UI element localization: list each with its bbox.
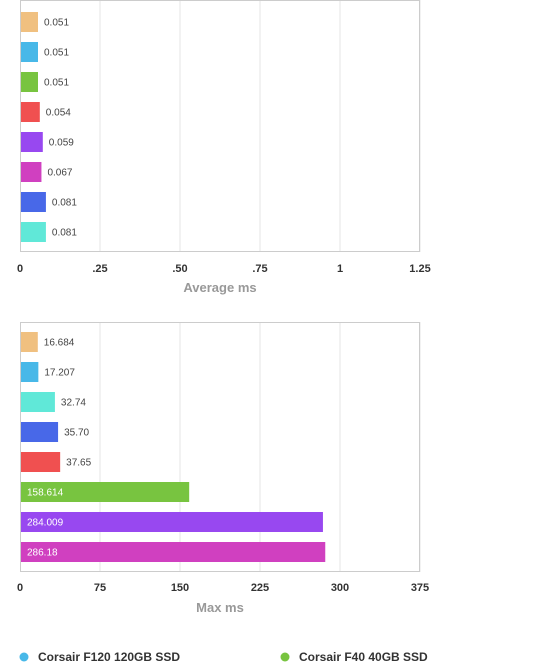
data-label: 16.684	[44, 338, 75, 349]
legend-item: Corsair F120 120GB SSD	[19, 650, 180, 663]
bar	[21, 422, 59, 442]
tick-label: 300	[331, 582, 349, 594]
data-label: 0.059	[49, 138, 74, 149]
data-label: 0.067	[47, 168, 72, 179]
x-axis-title: Average ms	[183, 280, 256, 295]
tick-label: .75	[252, 263, 267, 275]
legend-item: Corsair F40 40GB SSD	[280, 650, 428, 663]
data-label: 35.70	[64, 428, 89, 439]
tick-label: 1	[337, 263, 343, 275]
tick-label: .25	[92, 263, 107, 275]
plot-frame	[20, 0, 420, 252]
data-label: 0.051	[44, 78, 69, 89]
plot-frame	[20, 322, 420, 572]
bar	[21, 542, 326, 562]
data-label: 0.081	[52, 198, 77, 209]
bar	[21, 12, 38, 32]
x-axis-title: Max ms	[196, 600, 244, 615]
data-label: 32.74	[61, 398, 86, 409]
tick-label: 0	[17, 263, 23, 275]
legend-marker-icon	[19, 652, 29, 662]
data-label: 37.65	[66, 458, 91, 469]
data-label: 0.054	[46, 108, 71, 119]
data-label: 0.051	[44, 18, 69, 29]
bar	[21, 482, 190, 502]
bar	[21, 162, 42, 182]
bar	[21, 42, 38, 62]
tick-label: 75	[94, 582, 106, 594]
data-label: 284.009	[27, 518, 64, 529]
tick-label: 1.25	[409, 263, 430, 275]
bar	[21, 452, 61, 472]
bar	[21, 192, 46, 212]
tick-label: .50	[172, 263, 187, 275]
bar	[21, 72, 38, 92]
tick-label: 225	[251, 582, 269, 594]
legend-label: Corsair F120 120GB SSD	[38, 650, 180, 663]
bar	[21, 222, 46, 242]
tick-label: 375	[411, 582, 429, 594]
data-label: 0.051	[44, 48, 69, 59]
bar	[21, 132, 43, 152]
tick-label: 0	[17, 582, 23, 594]
chart-2: 16.684 17.207 32.74 35.70 37.65 158.614 284.00…	[17, 322, 429, 615]
bar	[21, 362, 39, 382]
data-label: 17.207	[44, 368, 75, 379]
data-label: 158.614	[27, 488, 64, 499]
legend-marker-icon	[280, 652, 290, 662]
legend: Corsair F120 120GB SSD Corsair F40 40GB S…	[19, 650, 428, 663]
bar	[21, 332, 38, 352]
legend-label: Corsair F40 40GB SSD	[299, 650, 428, 663]
bar	[21, 512, 323, 532]
data-label: 0.081	[52, 228, 77, 239]
data-label: 286.18	[27, 548, 58, 559]
bar	[21, 392, 55, 412]
chart-1: 0.051 0.051 0.051 0.054 0.059 0.067 0.081 0.081…	[17, 0, 431, 295]
tick-label: 150	[171, 582, 189, 594]
bar	[21, 102, 40, 122]
